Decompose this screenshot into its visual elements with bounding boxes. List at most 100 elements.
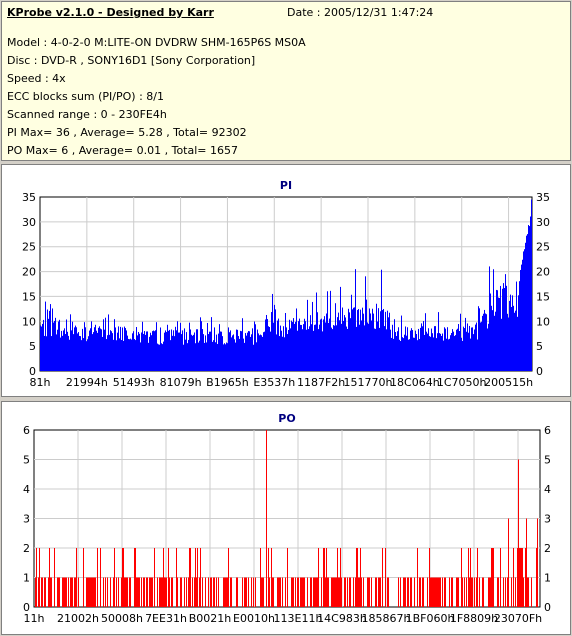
po-bar [323, 548, 324, 607]
pi-bar [209, 331, 210, 371]
x-tick-label: 1187F2h [297, 376, 345, 389]
pi-bar [476, 322, 477, 371]
x-tick-label: 23070Fh [494, 612, 542, 625]
pi-bar [137, 335, 138, 371]
pi-bar [303, 324, 304, 371]
po-bar [57, 577, 58, 607]
po-bar [301, 577, 302, 607]
x-tick-label: E0010h [233, 612, 275, 625]
pi-bar [97, 332, 98, 371]
po-bar [199, 577, 200, 607]
pi-bar [328, 322, 329, 371]
pi-bar [217, 343, 218, 371]
po-bar [184, 577, 185, 607]
pi-bar [426, 331, 427, 371]
po-bar [492, 548, 493, 607]
po-chart-panel: PO 0 0 1 1 2 2 3 3 4 4 5 5 6 6 11h 21002h 50008h 7EE31h B00… [1, 401, 571, 635]
pi-bar [264, 331, 265, 371]
y-tick-label-right: 20 [536, 266, 550, 279]
pi-bar [67, 331, 68, 371]
po-bar [223, 577, 224, 607]
po-bar [58, 577, 59, 607]
po-bar [376, 577, 377, 607]
pi-bar [482, 315, 483, 371]
po-bar [337, 548, 338, 607]
po-bar [490, 577, 491, 607]
po-bar [208, 577, 209, 607]
y-tick-label: 25 [22, 241, 36, 254]
po-bar [526, 518, 527, 607]
pi-bar [157, 343, 158, 371]
po-bar [387, 577, 388, 607]
po-bar [462, 577, 463, 607]
po-bar [477, 548, 478, 607]
po-bar [287, 548, 288, 607]
pi-bar [507, 313, 508, 371]
po-bar [414, 577, 415, 607]
pi-bar [169, 329, 170, 371]
pi-bar [412, 330, 413, 371]
pi-bar [247, 332, 248, 371]
pi-bar [170, 340, 171, 371]
pi-bar [219, 324, 220, 371]
po-bar [508, 518, 509, 607]
pi-bar [124, 326, 125, 371]
pi-bar [443, 340, 444, 371]
pi-bar [139, 333, 140, 371]
po-bar [297, 577, 298, 607]
pi-bar [523, 251, 524, 371]
pi-bar [427, 333, 428, 371]
scan-date: Date : 2005/12/31 1:47:24 [287, 6, 434, 19]
pi-bar [131, 339, 132, 371]
pi-bar [505, 274, 506, 371]
pi-bar [128, 338, 129, 371]
pi-bar [122, 327, 123, 371]
pi-bar [420, 327, 421, 371]
pi-bar [309, 326, 310, 371]
pi-bar [228, 327, 229, 371]
pi-bar [465, 317, 466, 371]
po-bar [520, 548, 521, 607]
po-bar [136, 577, 137, 607]
y-tick-label-right: 5 [536, 340, 543, 353]
pi-bar [238, 336, 239, 371]
pi-bar [362, 307, 363, 371]
po-bar [457, 577, 458, 607]
pi-bar [276, 334, 277, 371]
po-bar [427, 577, 428, 607]
pi-bar [447, 327, 448, 371]
pi-bar [376, 303, 377, 371]
x-tick-label: 113E11h [274, 612, 323, 625]
po-bar [100, 548, 101, 607]
po-bar [488, 577, 489, 607]
pi-bar [85, 327, 86, 371]
pi-bar [343, 320, 344, 371]
po-bar [242, 577, 243, 607]
po-bar [291, 577, 292, 607]
pi-bar [254, 321, 255, 371]
pi-bar [335, 303, 336, 371]
pi-bar [317, 312, 318, 371]
pi-bar [152, 331, 153, 371]
pi-bar [171, 329, 172, 371]
pi-bar [231, 337, 232, 371]
pi-bar [436, 338, 437, 371]
x-tick-label: 7EE31h [145, 612, 187, 625]
pi-bar [55, 317, 56, 371]
pi-bar [387, 310, 388, 371]
pi-bar [430, 336, 431, 371]
pi-bar [366, 299, 367, 371]
po-bar [280, 577, 281, 607]
po-bar [282, 577, 283, 607]
pi-bar [145, 334, 146, 371]
pi-bar [404, 334, 405, 371]
po-bar [479, 577, 480, 607]
pi-bar [57, 329, 58, 371]
po-bar [449, 577, 450, 607]
pi-bar [361, 320, 362, 371]
po-bar [263, 577, 264, 607]
pi-bar [196, 329, 197, 371]
pi-bar [101, 329, 102, 371]
po-bar [83, 548, 84, 607]
pi-bar [491, 305, 492, 371]
